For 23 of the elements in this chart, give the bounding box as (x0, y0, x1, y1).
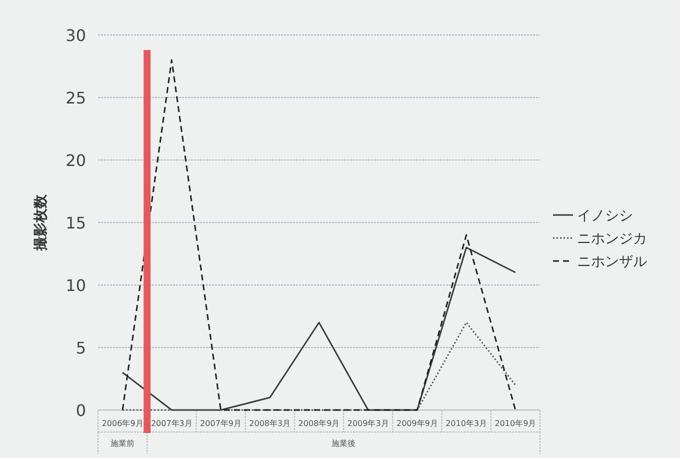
y-tick-label: 5 (76, 338, 86, 358)
y-tick-label: 25 (66, 88, 86, 108)
legend-label: ニホンジカ (577, 231, 647, 247)
x-tick-label: 2008年3月 (249, 419, 291, 428)
legend-label: イノシシ (577, 208, 633, 224)
x-tick-label: 2007年9月 (200, 419, 242, 428)
y-tick-label: 15 (66, 214, 86, 232)
text: 施業後 (332, 439, 356, 448)
legend-label: ニホンザル (577, 254, 647, 270)
y-tick-label: 20 (66, 151, 86, 170)
x-tick-label: 2008年9月 (298, 419, 340, 428)
text: 施業前 (110, 439, 135, 448)
y-axis-title: 撮影枚数 (33, 194, 49, 252)
x-tick-label: 2010年9月 (494, 419, 536, 428)
x-tick-label: 2006年9月 (102, 419, 144, 428)
x-tick-label: 2009年3月 (347, 419, 389, 428)
y-tick-label: 30 (66, 26, 86, 45)
x-tick-label: 2007年3月 (150, 419, 192, 428)
x-tick-label: 2010年3月 (446, 419, 488, 428)
y-tick-label: 10 (66, 276, 86, 295)
y-tick-label: 0 (76, 401, 86, 420)
x-tick-label: 2009年9月 (396, 419, 438, 428)
line-series (122, 246, 516, 411)
